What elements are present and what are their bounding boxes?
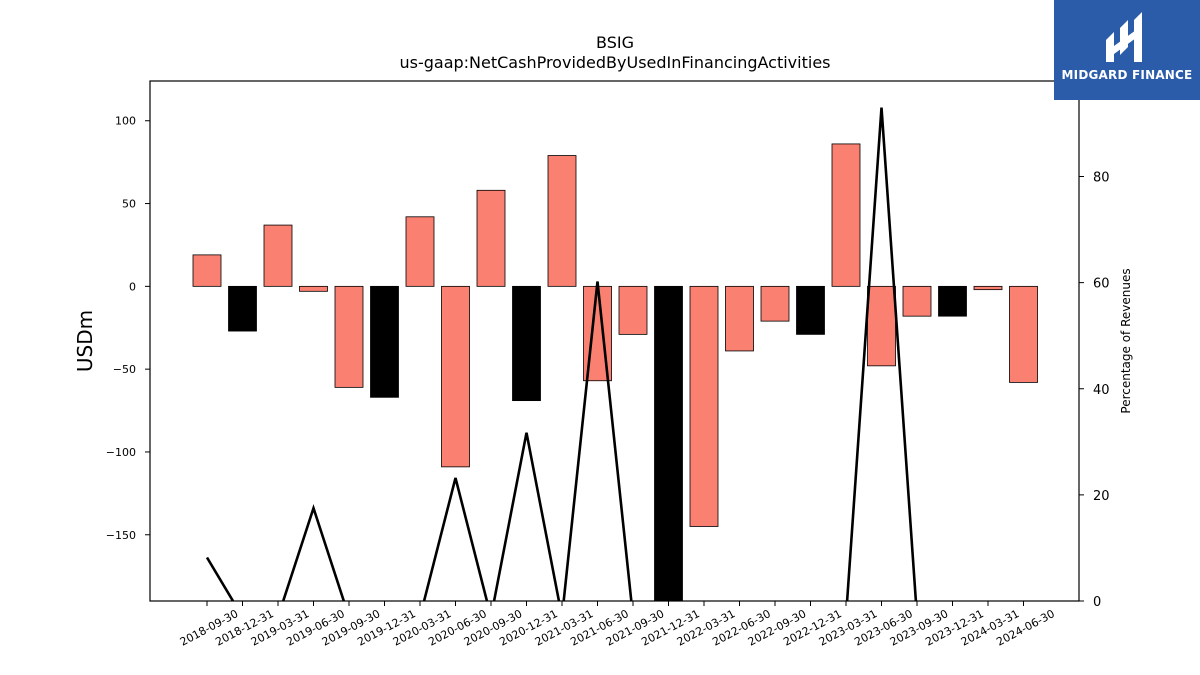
- bar-2020-03-31: [405, 216, 435, 287]
- bar-2023-06-30: [867, 285, 896, 367]
- bar-2020-12-31: [512, 285, 541, 402]
- bar-2024-03-31: [973, 285, 1003, 291]
- bar-2024-06-30: [1009, 285, 1038, 383]
- bar-2022-09-30: [760, 285, 790, 322]
- plot-frame: [149, 80, 1080, 602]
- bar-2022-06-30: [725, 285, 754, 352]
- y2-axis: 0 20 40 60 80: [1079, 171, 1110, 610]
- bar-2023-12-31: [938, 285, 967, 317]
- y-tick-label: 0: [129, 280, 136, 293]
- bar-2023-09-30: [902, 285, 932, 317]
- bar-2020-09-30: [476, 189, 506, 287]
- bar-2018-12-31: [228, 285, 257, 332]
- bar-2021-12-31: [654, 285, 683, 602]
- bar-2020-06-30: [441, 285, 470, 468]
- midgard-logo-icon: [1106, 12, 1142, 62]
- bar-2023-03-31: [831, 143, 861, 287]
- y-axis: −150 −100 −50 0 50 100: [106, 115, 150, 542]
- y2-axis-label: Percentage of Revenues: [1119, 268, 1133, 413]
- y-tick-label: −100: [106, 446, 136, 459]
- percentage-line: [205, 107, 918, 601]
- chart-subtitle: us-gaap:NetCashProvidedByUsedInFinancing…: [399, 53, 830, 72]
- y2-tick-label: 60: [1093, 277, 1110, 292]
- x-axis: 2018-09-302018-12-312019-03-312019-06-30…: [178, 601, 1057, 649]
- bar-2019-12-31: [370, 285, 399, 398]
- y-tick-label: 50: [122, 198, 136, 211]
- bar-2018-09-30: [192, 254, 222, 287]
- y-axis-label: USDm: [73, 310, 97, 372]
- bar-2022-12-31: [796, 285, 825, 335]
- y2-tick-label: 0: [1093, 595, 1101, 610]
- bar-group: [192, 143, 1038, 602]
- bar-2019-03-31: [263, 224, 293, 287]
- chart-title: BSIG: [596, 33, 634, 52]
- line-group: [205, 107, 918, 601]
- y-tick-label: −50: [113, 363, 136, 376]
- y2-tick-label: 40: [1093, 383, 1110, 398]
- bar-2022-03-31: [689, 285, 719, 527]
- bar-2019-09-30: [334, 285, 364, 388]
- y2-tick-label: 20: [1093, 489, 1110, 504]
- y2-tick-label: 80: [1093, 171, 1110, 186]
- y-tick-label: −150: [106, 529, 136, 542]
- y-tick-label: 100: [115, 115, 136, 128]
- bar-2019-06-30: [299, 285, 328, 292]
- brand-name: MIDGARD FINANCE: [1061, 68, 1193, 82]
- brand-logo: MIDGARD FINANCE: [1054, 0, 1200, 100]
- bar-2021-09-30: [618, 285, 648, 335]
- bar-2021-03-31: [547, 155, 577, 287]
